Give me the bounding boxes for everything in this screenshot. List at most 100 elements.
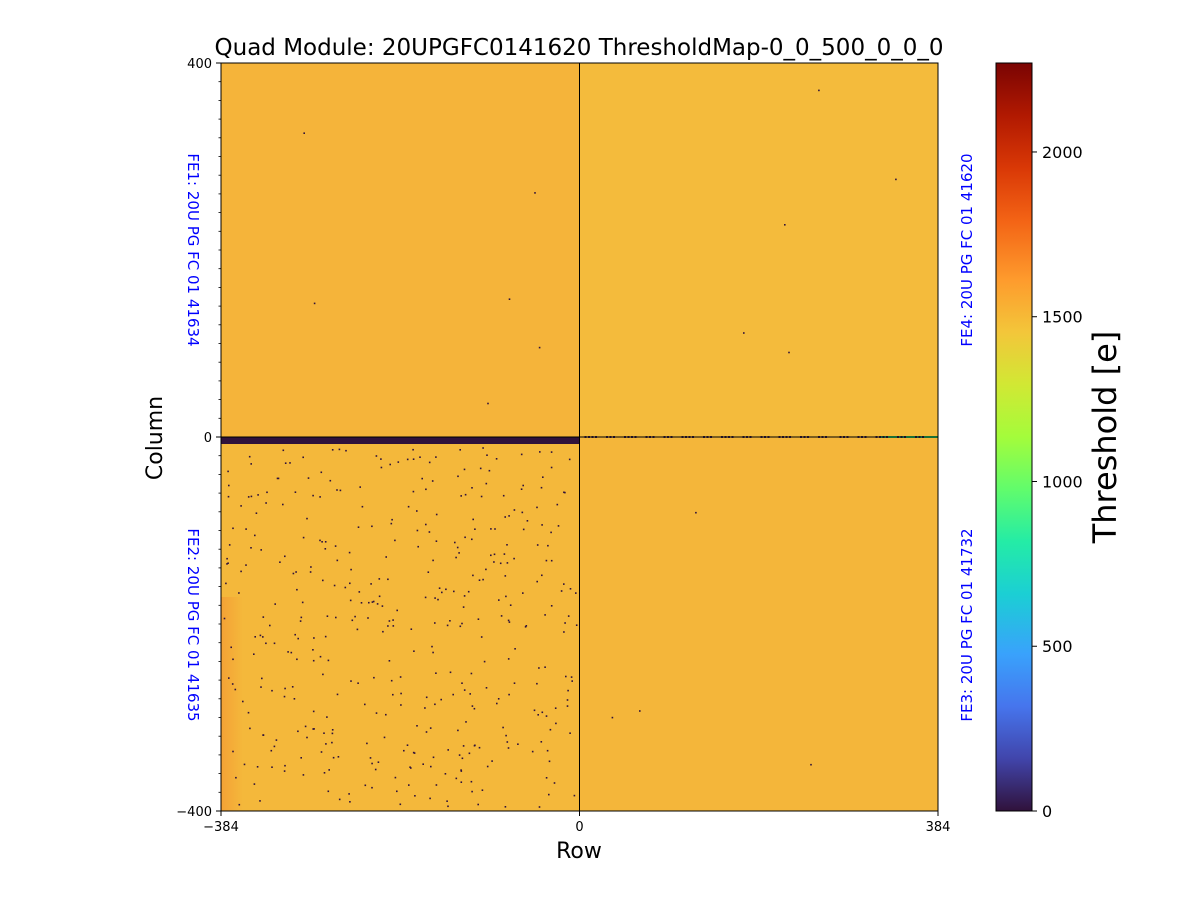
dead-pixel bbox=[320, 471, 323, 474]
dead-pixel bbox=[526, 520, 529, 522]
dead-pixel bbox=[506, 562, 509, 564]
dead-pixel bbox=[271, 689, 273, 692]
axes: −384 0 384 400 0 −400 bbox=[176, 57, 950, 835]
dead-pixel bbox=[453, 590, 455, 593]
dead-pixel bbox=[265, 642, 267, 645]
dead-pixel bbox=[327, 659, 330, 662]
dead-pixel bbox=[253, 653, 255, 655]
dead-pixel bbox=[259, 634, 262, 637]
dead-pixel bbox=[541, 524, 543, 526]
dead-pixel bbox=[563, 491, 565, 494]
dead-pixel bbox=[392, 693, 394, 696]
dead-pixel bbox=[373, 676, 375, 679]
dead-pixel bbox=[457, 475, 459, 478]
dead-pixel bbox=[538, 806, 541, 808]
dead-pixel bbox=[435, 540, 438, 542]
dead-pixel bbox=[312, 494, 314, 497]
dead-pixel bbox=[434, 622, 436, 624]
dead-pixel bbox=[312, 728, 314, 730]
colorbar: 0 500 1000 1500 2000 bbox=[995, 62, 1083, 821]
dead-pixel bbox=[430, 765, 432, 768]
dead-pixel bbox=[536, 506, 538, 509]
dead-pixel bbox=[289, 462, 291, 464]
dead-pixel bbox=[273, 745, 276, 748]
dead-pixel bbox=[361, 505, 364, 508]
dead-pixel bbox=[332, 756, 335, 759]
dead-pixel bbox=[276, 477, 279, 480]
dead-pixel bbox=[319, 496, 321, 498]
dead-pixel bbox=[464, 536, 466, 539]
dead-pixel bbox=[360, 602, 363, 604]
chart-title: Quad Module: 20UPGFC0141620 ThresholdMap… bbox=[215, 35, 944, 61]
dead-pixel bbox=[235, 776, 237, 779]
dead-pixel bbox=[320, 751, 323, 753]
dead-pixel bbox=[414, 795, 416, 797]
y-tick-label: 0 bbox=[204, 431, 212, 446]
y-minor-ticks bbox=[218, 81, 221, 793]
dead-pixel bbox=[462, 606, 465, 608]
dead-pixel bbox=[408, 784, 410, 786]
dead-pixel bbox=[417, 545, 419, 548]
dead-pixel bbox=[326, 615, 329, 617]
dead-pixel bbox=[496, 702, 498, 705]
dead-pixel bbox=[302, 536, 305, 539]
dead-pixel bbox=[331, 741, 333, 744]
dead-pixel bbox=[549, 728, 552, 731]
dead-pixel bbox=[441, 591, 443, 594]
dead-pixel bbox=[406, 458, 409, 461]
dead-pixel bbox=[227, 562, 229, 564]
x-axis-label: Row bbox=[556, 839, 602, 864]
colorbar-ticks: 0 500 1000 1500 2000 bbox=[1032, 143, 1083, 821]
dead-pixel bbox=[508, 298, 511, 300]
dead-pixel bbox=[435, 672, 437, 674]
dead-pixel bbox=[556, 503, 559, 506]
dead-pixel bbox=[521, 511, 524, 514]
dead-pixel bbox=[459, 625, 462, 628]
dead-pixel bbox=[440, 698, 442, 701]
dead-pixel bbox=[432, 756, 435, 759]
dead-pixel bbox=[455, 777, 458, 780]
dead-pixel bbox=[563, 583, 565, 585]
dead-pixel bbox=[499, 562, 502, 565]
dead-pixel bbox=[371, 525, 373, 528]
dead-pixel bbox=[313, 302, 316, 305]
dead-pixel bbox=[323, 732, 325, 734]
dead-pixel bbox=[304, 725, 307, 728]
dead-pixel bbox=[364, 703, 366, 706]
dead-pixel bbox=[259, 800, 261, 802]
dead-pixel bbox=[334, 545, 337, 547]
dead-pixel bbox=[463, 595, 466, 597]
dead-pixel bbox=[424, 707, 426, 709]
dead-pixel bbox=[553, 782, 556, 784]
dead-pixel bbox=[564, 622, 566, 624]
dead-pixel bbox=[396, 609, 398, 612]
dead-pixel bbox=[351, 619, 354, 622]
dead-pixel bbox=[262, 734, 264, 736]
dead-pixel bbox=[460, 495, 462, 497]
dead-pixel bbox=[313, 728, 315, 730]
dead-pixel bbox=[397, 461, 400, 463]
dead-pixel bbox=[788, 351, 790, 354]
dead-pixel bbox=[382, 630, 384, 633]
dead-pixel bbox=[470, 780, 473, 783]
dead-pixel bbox=[542, 476, 544, 478]
dead-pixel bbox=[326, 716, 328, 718]
plot-area bbox=[221, 63, 938, 811]
chip-label-fe2: FE2: 20U PG FC 01 41635 bbox=[184, 528, 202, 721]
dead-pixel bbox=[471, 538, 473, 541]
colorbar-tick-label: 1500 bbox=[1042, 308, 1083, 327]
dead-pixel bbox=[232, 527, 234, 530]
dead-pixel bbox=[348, 551, 351, 554]
dead-pixel bbox=[400, 704, 402, 706]
dead-pixel bbox=[486, 765, 489, 768]
fe2-edge-gradient bbox=[221, 597, 243, 811]
dead-pixel bbox=[425, 523, 427, 526]
dead-pixel bbox=[544, 614, 546, 616]
dead-pixel bbox=[254, 636, 256, 638]
dead-pixel bbox=[432, 559, 434, 562]
dead-pixel bbox=[478, 746, 481, 749]
dead-pixel bbox=[374, 768, 377, 771]
colorbar-gradient bbox=[995, 62, 1033, 812]
y-tick-label: 400 bbox=[187, 57, 212, 72]
dead-pixel bbox=[534, 192, 536, 194]
